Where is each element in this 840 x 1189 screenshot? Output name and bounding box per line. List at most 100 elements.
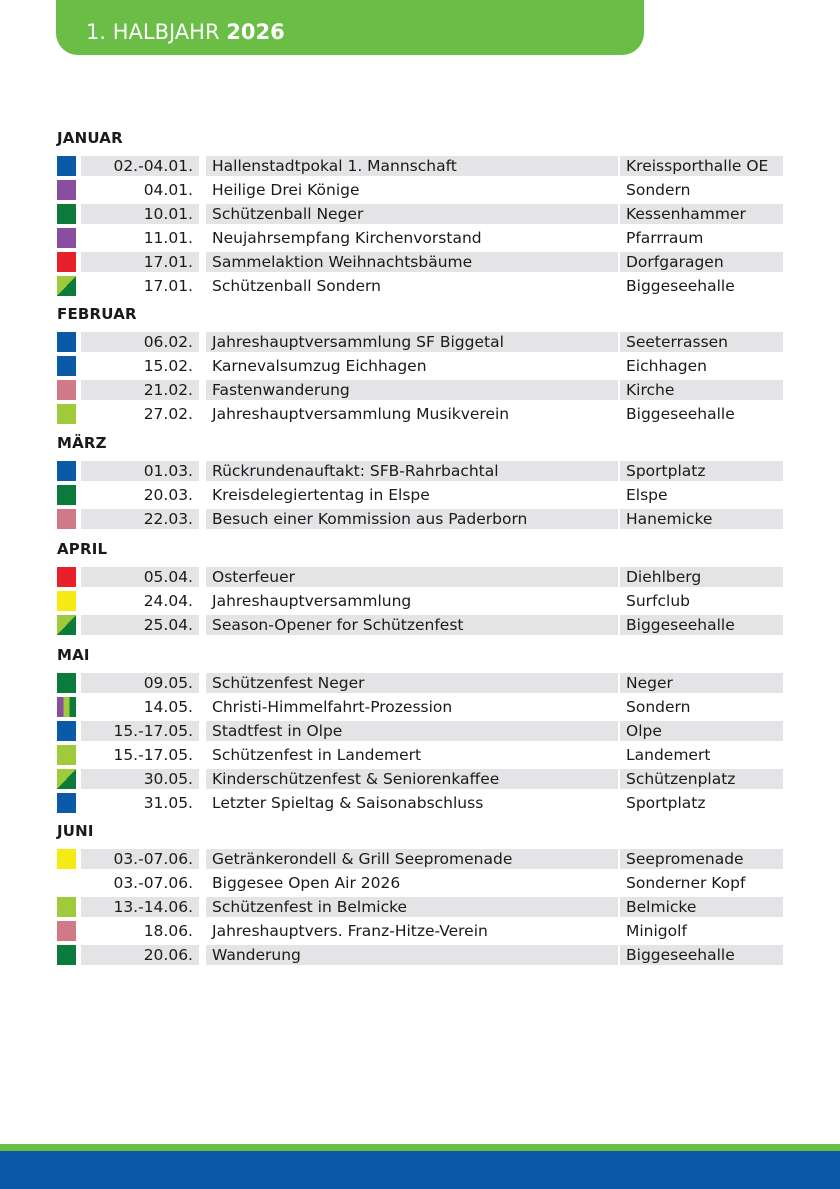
category-color-swatch <box>57 849 76 869</box>
event-date: 20.06. <box>81 945 199 965</box>
event-row: 30.05. Kinderschützenfest & Seniorenkaffe… <box>57 769 783 789</box>
event-date: 03.-07.06. <box>81 849 199 869</box>
event-location: Biggeseehalle <box>626 405 735 423</box>
event-date: 31.05. <box>143 794 193 812</box>
event-location: Neger <box>620 673 783 693</box>
event-title: Schützenball Sondern <box>212 277 381 295</box>
event-title: Hallenstadtpokal 1. Mannschaft <box>206 156 618 176</box>
event-title: Osterfeuer <box>206 567 618 587</box>
event-location: Olpe <box>620 721 783 741</box>
event-title: Jahreshauptversammlung <box>212 592 412 610</box>
event-location: Sportplatz <box>626 794 706 812</box>
event-row: 20.03. Kreisdelegiertentag in Elspe Elspe <box>57 485 783 505</box>
event-date: 18.06. <box>143 922 193 940</box>
event-title: Heilige Drei Könige <box>212 181 360 199</box>
category-color-swatch <box>57 461 76 481</box>
event-date: 15.02. <box>143 357 193 375</box>
event-title: Kinderschützenfest & Seniorenkaffee <box>206 769 618 789</box>
category-color-swatch <box>57 769 76 789</box>
event-date: 11.01. <box>143 229 193 247</box>
event-title: Getränkerondell & Grill Seepromenade <box>206 849 618 869</box>
category-color-swatch <box>57 180 76 200</box>
category-color-swatch <box>57 897 76 917</box>
event-row: 06.02. Jahreshauptversammlung SF Biggetal… <box>57 332 783 352</box>
event-row: 24.04. Jahreshauptversammlung Surfclub <box>57 591 783 611</box>
event-location: Schützenplatz <box>620 769 783 789</box>
category-color-swatch <box>57 921 76 941</box>
event-row: 14.05. Christi-Himmelfahrt-Prozession Sond… <box>57 697 783 717</box>
event-location: Elspe <box>626 486 668 504</box>
event-title: Jahreshauptvers. Franz-Hitze-Verein <box>212 922 488 940</box>
event-date: 25.04. <box>81 615 199 635</box>
category-color-swatch <box>57 332 76 352</box>
event-location: Biggeseehalle <box>620 615 783 635</box>
event-location: Sondern <box>626 181 691 199</box>
event-row: 04.01. Heilige Drei Könige Sondern <box>57 180 783 200</box>
event-location: Hanemicke <box>620 509 783 529</box>
event-location: Landemert <box>626 746 711 764</box>
event-row: 11.01. Neujahrsempfang Kirchenvorstand Pfa… <box>57 228 783 248</box>
event-row: 17.01. Schützenball Sondern Biggeseehalle <box>57 276 783 296</box>
event-row: 09.05. Schützenfest Neger Neger <box>57 673 783 693</box>
event-row: 03.-07.06. Getränkerondell & Grill Seepro… <box>57 849 783 869</box>
event-row: 15.-17.05. Schützenfest in Landemert Lande… <box>57 745 783 765</box>
category-color-swatch <box>57 745 76 765</box>
event-location: Dorfgaragen <box>620 252 783 272</box>
event-title: Besuch einer Kommission aus Paderborn <box>206 509 618 529</box>
event-date: 02.-04.01. <box>81 156 199 176</box>
event-date: 05.04. <box>81 567 199 587</box>
event-title: Schützenfest in Landemert <box>212 746 422 764</box>
event-date: 21.02. <box>81 380 199 400</box>
event-title: Kreisdelegiertentag in Elspe <box>212 486 430 504</box>
category-color-swatch <box>57 509 76 529</box>
event-row: 10.01. Schützenball Neger Kessenhammer <box>57 204 783 224</box>
event-location: Belmicke <box>620 897 783 917</box>
category-color-swatch <box>57 404 76 424</box>
event-title: Christi-Himmelfahrt-Prozession <box>212 698 453 716</box>
month-heading: APRIL <box>57 540 108 558</box>
event-row: 15.02. Karnevalsumzug Eichhagen Eichhagen <box>57 356 783 376</box>
event-location: Kessenhammer <box>620 204 783 224</box>
event-date: 04.01. <box>143 181 193 199</box>
footer-stripe-green <box>0 1144 840 1151</box>
event-date: 03.-07.06. <box>113 874 193 892</box>
category-color-swatch <box>57 873 76 893</box>
event-title: Jahreshauptversammlung Musikverein <box>212 405 510 423</box>
category-color-swatch <box>57 380 76 400</box>
category-color-swatch <box>57 673 76 693</box>
event-title: Neujahrsempfang Kirchenvorstand <box>212 229 482 247</box>
event-row: 02.-04.01. Hallenstadtpokal 1. Mannschaft… <box>57 156 783 176</box>
footer-stripe-blue <box>0 1151 840 1189</box>
event-date: 24.04. <box>143 592 193 610</box>
event-date: 15.-17.05. <box>81 721 199 741</box>
event-title: Fastenwanderung <box>206 380 618 400</box>
event-title: Sammelaktion Weihnachtsbäume <box>206 252 618 272</box>
event-date: 22.03. <box>81 509 199 529</box>
category-color-swatch <box>57 228 76 248</box>
event-location: Minigolf <box>626 922 687 940</box>
event-date: 27.02. <box>143 405 193 423</box>
event-title: Schützenfest in Belmicke <box>206 897 618 917</box>
category-color-swatch <box>57 721 76 741</box>
event-row: 20.06. Wanderung Biggeseehalle <box>57 945 783 965</box>
event-date: 14.05. <box>143 698 193 716</box>
event-title: Letzter Spieltag & Saisonabschluss <box>212 794 484 812</box>
event-date: 17.01. <box>81 252 199 272</box>
category-color-swatch <box>57 356 76 376</box>
event-location: Biggeseehalle <box>626 277 735 295</box>
event-row: 21.02. Fastenwanderung Kirche <box>57 380 783 400</box>
event-location: Kirche <box>620 380 783 400</box>
month-heading: JANUAR <box>57 129 123 147</box>
event-row: 03.-07.06. Biggesee Open Air 2026 Sonderne… <box>57 873 783 893</box>
month-heading: MAI <box>57 646 90 664</box>
event-location: Biggeseehalle <box>620 945 783 965</box>
event-row: 17.01. Sammelaktion Weihnachtsbäume Dorfga… <box>57 252 783 272</box>
event-row: 13.-14.06. Schützenfest in Belmicke Belmic… <box>57 897 783 917</box>
page-header-tab: 1. HALBJAHR 2026 <box>56 0 644 55</box>
event-title: Schützenball Neger <box>206 204 618 224</box>
category-color-swatch <box>57 697 76 717</box>
event-row: 31.05. Letzter Spieltag & Saisonabschluss… <box>57 793 783 813</box>
event-title: Biggesee Open Air 2026 <box>212 874 401 892</box>
event-location: Eichhagen <box>626 357 707 375</box>
event-row: 22.03. Besuch einer Kommission aus Paderb… <box>57 509 783 529</box>
